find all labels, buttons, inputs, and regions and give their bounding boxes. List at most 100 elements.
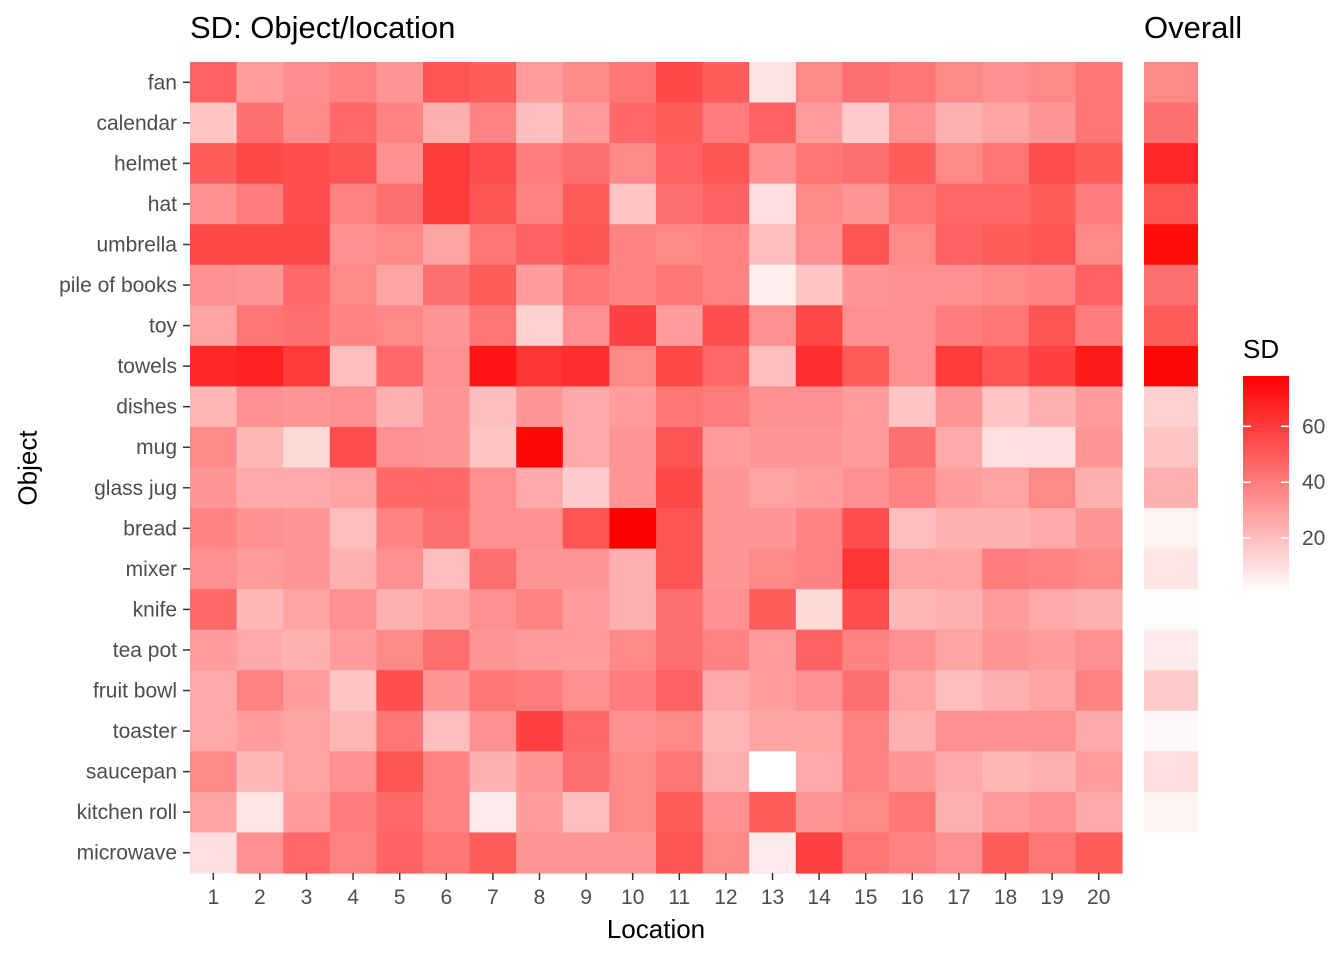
main-heatmap — [190, 62, 1123, 874]
heatmap-cell — [236, 791, 284, 834]
heatmap-cell — [889, 508, 937, 550]
heatmap-cell — [516, 305, 564, 347]
heatmap-cell — [1028, 183, 1076, 225]
heatmap-cell — [423, 183, 471, 225]
heatmap-cell — [656, 62, 704, 104]
heatmap-cell — [749, 710, 797, 752]
heatmap-cell — [423, 791, 471, 834]
y-tick-label: toy — [149, 315, 178, 338]
heatmap-cell — [609, 345, 657, 387]
y-tick-label: fruit bowl — [93, 680, 177, 703]
heatmap-cell — [562, 548, 610, 590]
overall-cell — [1144, 183, 1198, 225]
x-tick-label: 11 — [668, 886, 690, 909]
x-axis: 1 2 3 4 5 6 7 8 9 10 11 12 13 14 15 16 17 18 19 20 — [207, 873, 1110, 909]
legend-tick-label: 40 — [1302, 471, 1325, 494]
heatmap-cell — [423, 508, 471, 550]
heatmap-cell — [935, 589, 983, 631]
heatmap-cell — [283, 386, 331, 428]
heatmap-cell — [1028, 345, 1076, 387]
heatmap-cell — [702, 589, 750, 631]
heatmap-cell — [516, 791, 564, 834]
heatmap-cell — [190, 508, 238, 550]
heatmap-cell — [795, 751, 843, 793]
heatmap-cell — [190, 264, 238, 306]
heatmap-cell — [795, 508, 843, 550]
heatmap-cell — [656, 629, 704, 671]
heatmap-cell — [889, 345, 937, 387]
heatmap-cell — [702, 710, 750, 752]
heatmap-cell — [423, 629, 471, 671]
heatmap-cell — [982, 102, 1030, 144]
heatmap-cell — [562, 751, 610, 793]
heatmap-cell — [609, 508, 657, 550]
heatmap-cell — [702, 143, 750, 185]
heatmap-cell — [982, 345, 1030, 387]
heatmap-cell — [982, 832, 1030, 874]
heatmap-cell — [982, 305, 1030, 347]
heatmap-cell — [376, 183, 424, 225]
heatmap-cell — [702, 183, 750, 225]
heatmap-cell — [889, 386, 937, 428]
heatmap-cell — [656, 224, 704, 266]
heatmap-cell — [656, 467, 704, 509]
heatmap-cell — [1028, 62, 1076, 104]
heatmap-cell — [516, 62, 564, 104]
heatmap-cell — [329, 102, 377, 144]
x-tick-label: 12 — [714, 886, 737, 909]
heatmap-cell — [702, 832, 750, 874]
heatmap-cell — [935, 305, 983, 347]
heatmap-cell — [609, 751, 657, 793]
overall-cell — [1144, 224, 1198, 266]
heatmap-cell — [283, 102, 331, 144]
heatmap-cell — [190, 629, 238, 671]
heatmap-cell — [516, 426, 564, 469]
heatmap-cell — [562, 426, 610, 469]
heatmap-cell — [702, 548, 750, 590]
y-tick-label: mixer — [126, 558, 177, 581]
heatmap-cell — [283, 751, 331, 793]
heatmap-cell — [702, 508, 750, 550]
heatmap-cell — [795, 589, 843, 631]
heatmap-cell — [283, 224, 331, 266]
overall-cell — [1144, 143, 1198, 185]
heatmap-cell — [469, 143, 517, 185]
heatmap-cell — [749, 143, 797, 185]
heatmap-cell — [889, 670, 937, 712]
x-tick-label: 15 — [854, 886, 877, 909]
heatmap-cell — [516, 548, 564, 590]
heatmap-cell — [656, 183, 704, 225]
overall-cell — [1144, 102, 1198, 144]
heatmap-cell — [656, 143, 704, 185]
heatmap-cell — [842, 791, 890, 834]
heatmap-cell — [935, 710, 983, 752]
heatmap-cell — [935, 670, 983, 712]
heatmap-cell — [469, 62, 517, 104]
heatmap-cell — [469, 426, 517, 469]
heatmap-cell — [236, 589, 284, 631]
heatmap-cell — [469, 305, 517, 347]
heatmap-cell — [702, 629, 750, 671]
heatmap-cell — [795, 386, 843, 428]
heatmap-cell — [469, 264, 517, 306]
heatmap-cell — [469, 548, 517, 590]
heatmap-cell — [889, 143, 937, 185]
heatmap-cell — [795, 224, 843, 266]
heatmap-cell — [469, 832, 517, 874]
x-tick-label: 13 — [761, 886, 784, 909]
heatmap-cell — [516, 183, 564, 225]
y-tick-label: toaster — [113, 720, 177, 743]
heatmap-cell — [656, 386, 704, 428]
heatmap-cell — [516, 345, 564, 387]
heatmap-cell — [609, 670, 657, 712]
heatmap-cell — [283, 548, 331, 590]
x-tick-label: 6 — [440, 886, 452, 909]
heatmap-cell — [329, 386, 377, 428]
heatmap-cell — [656, 589, 704, 631]
x-axis-label: Location — [606, 914, 706, 944]
overall-cell — [1144, 508, 1198, 550]
x-tick-label: 16 — [901, 886, 924, 909]
heatmap-cell — [656, 426, 704, 469]
heatmap-cell — [702, 102, 750, 144]
heatmap-cell — [562, 224, 610, 266]
